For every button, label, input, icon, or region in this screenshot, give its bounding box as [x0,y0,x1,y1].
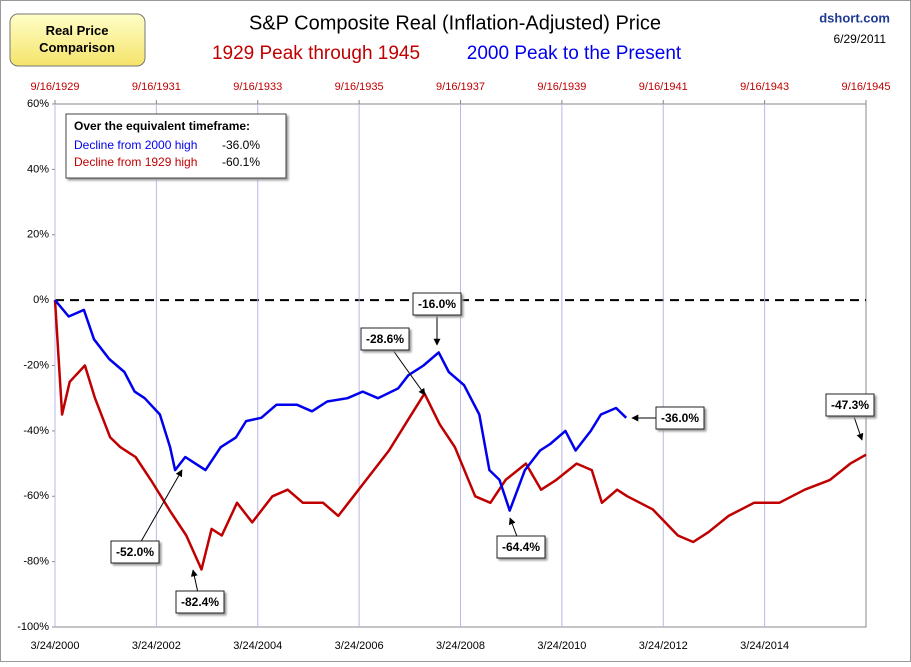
annotation-box [110,540,160,564]
annotation-arrow [392,349,426,396]
x2-tick-label: 9/16/1945 [842,81,891,93]
y-tick-label: 0% [33,294,49,306]
annotation: -28.6% [366,332,404,346]
x2-tick-label: 9/16/1929 [31,81,80,93]
legend-value: -36.0% [222,138,260,152]
y-tick-label: 40% [27,163,49,175]
annotation: -64.4% [502,540,540,554]
x2-tick-label: 9/16/1937 [436,81,485,93]
x2-tick-label: 9/16/1935 [335,81,384,93]
legend-label: Decline from 1929 high [74,155,197,169]
annotation: -52.0% [116,545,154,559]
y-tick-label: -40% [23,425,49,437]
y-tick-label: 20% [27,229,49,241]
y-tick-label: -20% [23,359,49,371]
x2-tick-label: 9/16/1943 [740,81,789,93]
annotation-box [496,535,546,559]
annotation: -16.0% [418,297,456,311]
legend-box [65,113,287,179]
x-tick-label: 3/24/2008 [436,640,485,652]
legend-value: -60.1% [222,155,260,169]
series-line [53,300,867,571]
annotation-arrow [140,469,183,542]
legend-label: Decline from 2000 high [74,138,197,152]
x-tick-label: 3/24/2006 [335,640,384,652]
legend-heading: Over the equivalent timeframe: [74,119,250,133]
annotation: -36.0% [661,411,699,425]
x2-tick-label: 9/16/1939 [537,81,586,93]
annotation-box [412,292,462,316]
subtitle-right: 2000 Peak to the Present [467,43,682,64]
y-tick-label: -60% [23,490,49,502]
badge-text: Real Price Comparison [39,23,115,55]
annotation: -82.4% [181,595,219,609]
date: 6/29/2011 [834,32,887,46]
annotation: -47.3% [831,398,869,412]
x2-tick-label: 9/16/1931 [132,81,181,93]
annotation-box [825,393,875,417]
annotation-box [360,327,410,351]
y-tick-label: -80% [23,556,49,568]
x-tick-label: 3/24/2002 [132,640,181,652]
x-tick-label: 3/24/2004 [233,640,282,652]
x2-tick-label: 9/16/1941 [639,81,688,93]
annotation-arrow [190,569,199,592]
badge-box [9,13,146,67]
y-tick-label: 60% [27,98,49,110]
x-tick-label: 3/24/2014 [740,640,789,652]
x-tick-label: 3/24/2000 [31,640,80,652]
annotation-box [655,406,705,430]
annotation-arrow [508,517,518,537]
source: dshort.com [819,10,890,25]
x-tick-label: 3/24/2012 [639,640,688,652]
y-tick-label: -100% [17,621,49,633]
annotation-box [175,590,225,614]
annotation-arrow [853,415,864,441]
series-line [54,299,628,512]
subtitle-left: 1929 Peak through 1945 [212,43,420,64]
chart-title: S&P Composite Real (Inflation-Adjusted) … [249,12,661,34]
x2-tick-label: 9/16/1933 [233,81,282,93]
x-tick-label: 3/24/2010 [537,640,586,652]
